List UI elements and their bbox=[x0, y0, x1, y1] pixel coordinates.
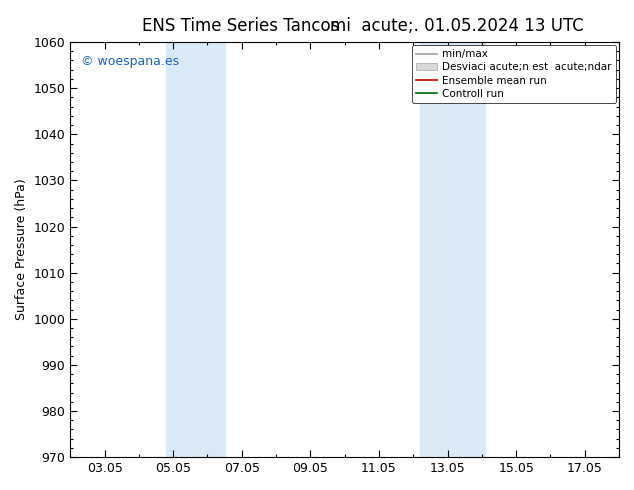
Bar bbox=[166, 42, 224, 457]
Text: ENS Time Series Tancos: ENS Time Series Tancos bbox=[142, 17, 340, 35]
Text: mi  acute;. 01.05.2024 13 UTC: mi acute;. 01.05.2024 13 UTC bbox=[330, 17, 583, 35]
Legend: min/max, Desviaci acute;n est  acute;ndar, Ensemble mean run, Controll run: min/max, Desviaci acute;n est acute;ndar… bbox=[412, 45, 616, 103]
Bar bbox=[420, 42, 485, 457]
Y-axis label: Surface Pressure (hPa): Surface Pressure (hPa) bbox=[15, 179, 28, 320]
Text: © woespana.es: © woespana.es bbox=[81, 54, 179, 68]
